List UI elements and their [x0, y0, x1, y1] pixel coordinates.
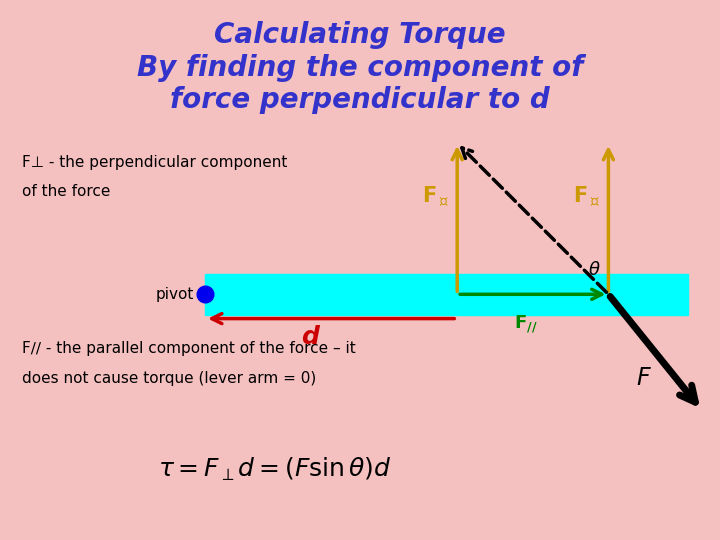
Text: pivot: pivot — [156, 287, 194, 302]
Text: of the force: of the force — [22, 184, 110, 199]
Text: F⊥ - the perpendicular component: F⊥ - the perpendicular component — [22, 154, 287, 170]
Text: By finding the component of: By finding the component of — [137, 53, 583, 82]
Text: $\mathbf{F_\perp}$: $\mathbf{F_\perp}$ — [573, 185, 600, 210]
Text: Calculating Torque: Calculating Torque — [214, 21, 506, 49]
Text: force perpendicular to d: force perpendicular to d — [170, 86, 550, 114]
Text: does not cause torque (lever arm = 0): does not cause torque (lever arm = 0) — [22, 370, 316, 386]
Text: $F$: $F$ — [636, 366, 652, 390]
Text: $\tau = F_\perp d = (F\sin\theta)d$: $\tau = F_\perp d = (F\sin\theta)d$ — [158, 456, 392, 483]
Text: F∕∕ - the parallel component of the force – it: F∕∕ - the parallel component of the forc… — [22, 341, 356, 356]
Text: $\mathbf{F_\perp}$: $\mathbf{F_\perp}$ — [422, 185, 449, 210]
Text: $\theta$: $\theta$ — [588, 261, 600, 279]
Text: $\mathbf{F_{//}}$: $\mathbf{F_{//}}$ — [514, 313, 537, 335]
Bar — [205, 274, 688, 314]
Text: d: d — [301, 326, 318, 349]
